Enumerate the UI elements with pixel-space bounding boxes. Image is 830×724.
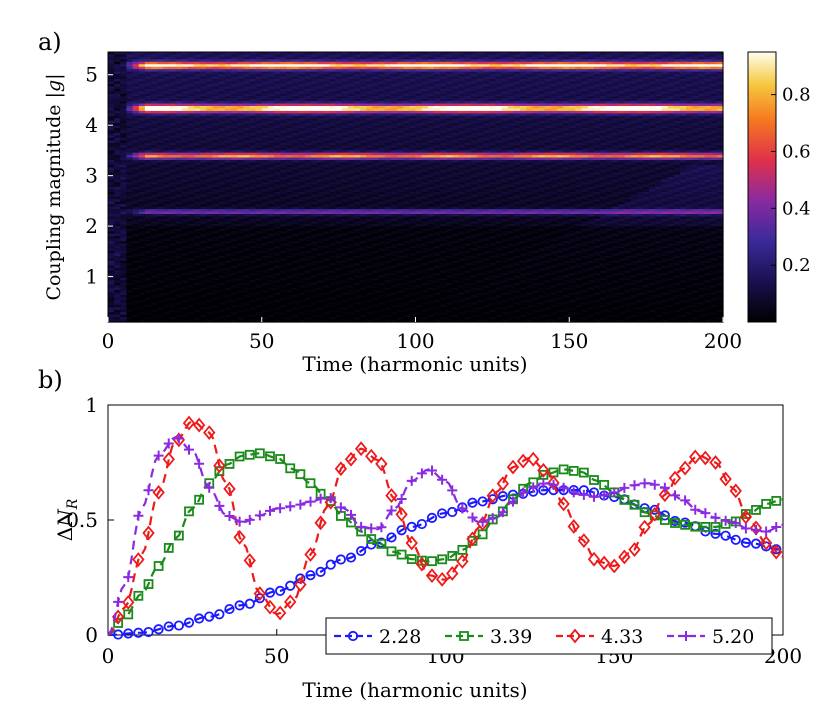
panel-label-b: b): [38, 366, 63, 394]
panel-label-a: a): [38, 28, 62, 56]
figure: a) b) 0 50 100 150 200 12345 Time (harmonic …: [0, 0, 830, 724]
heatmap-cells: [108, 52, 724, 323]
